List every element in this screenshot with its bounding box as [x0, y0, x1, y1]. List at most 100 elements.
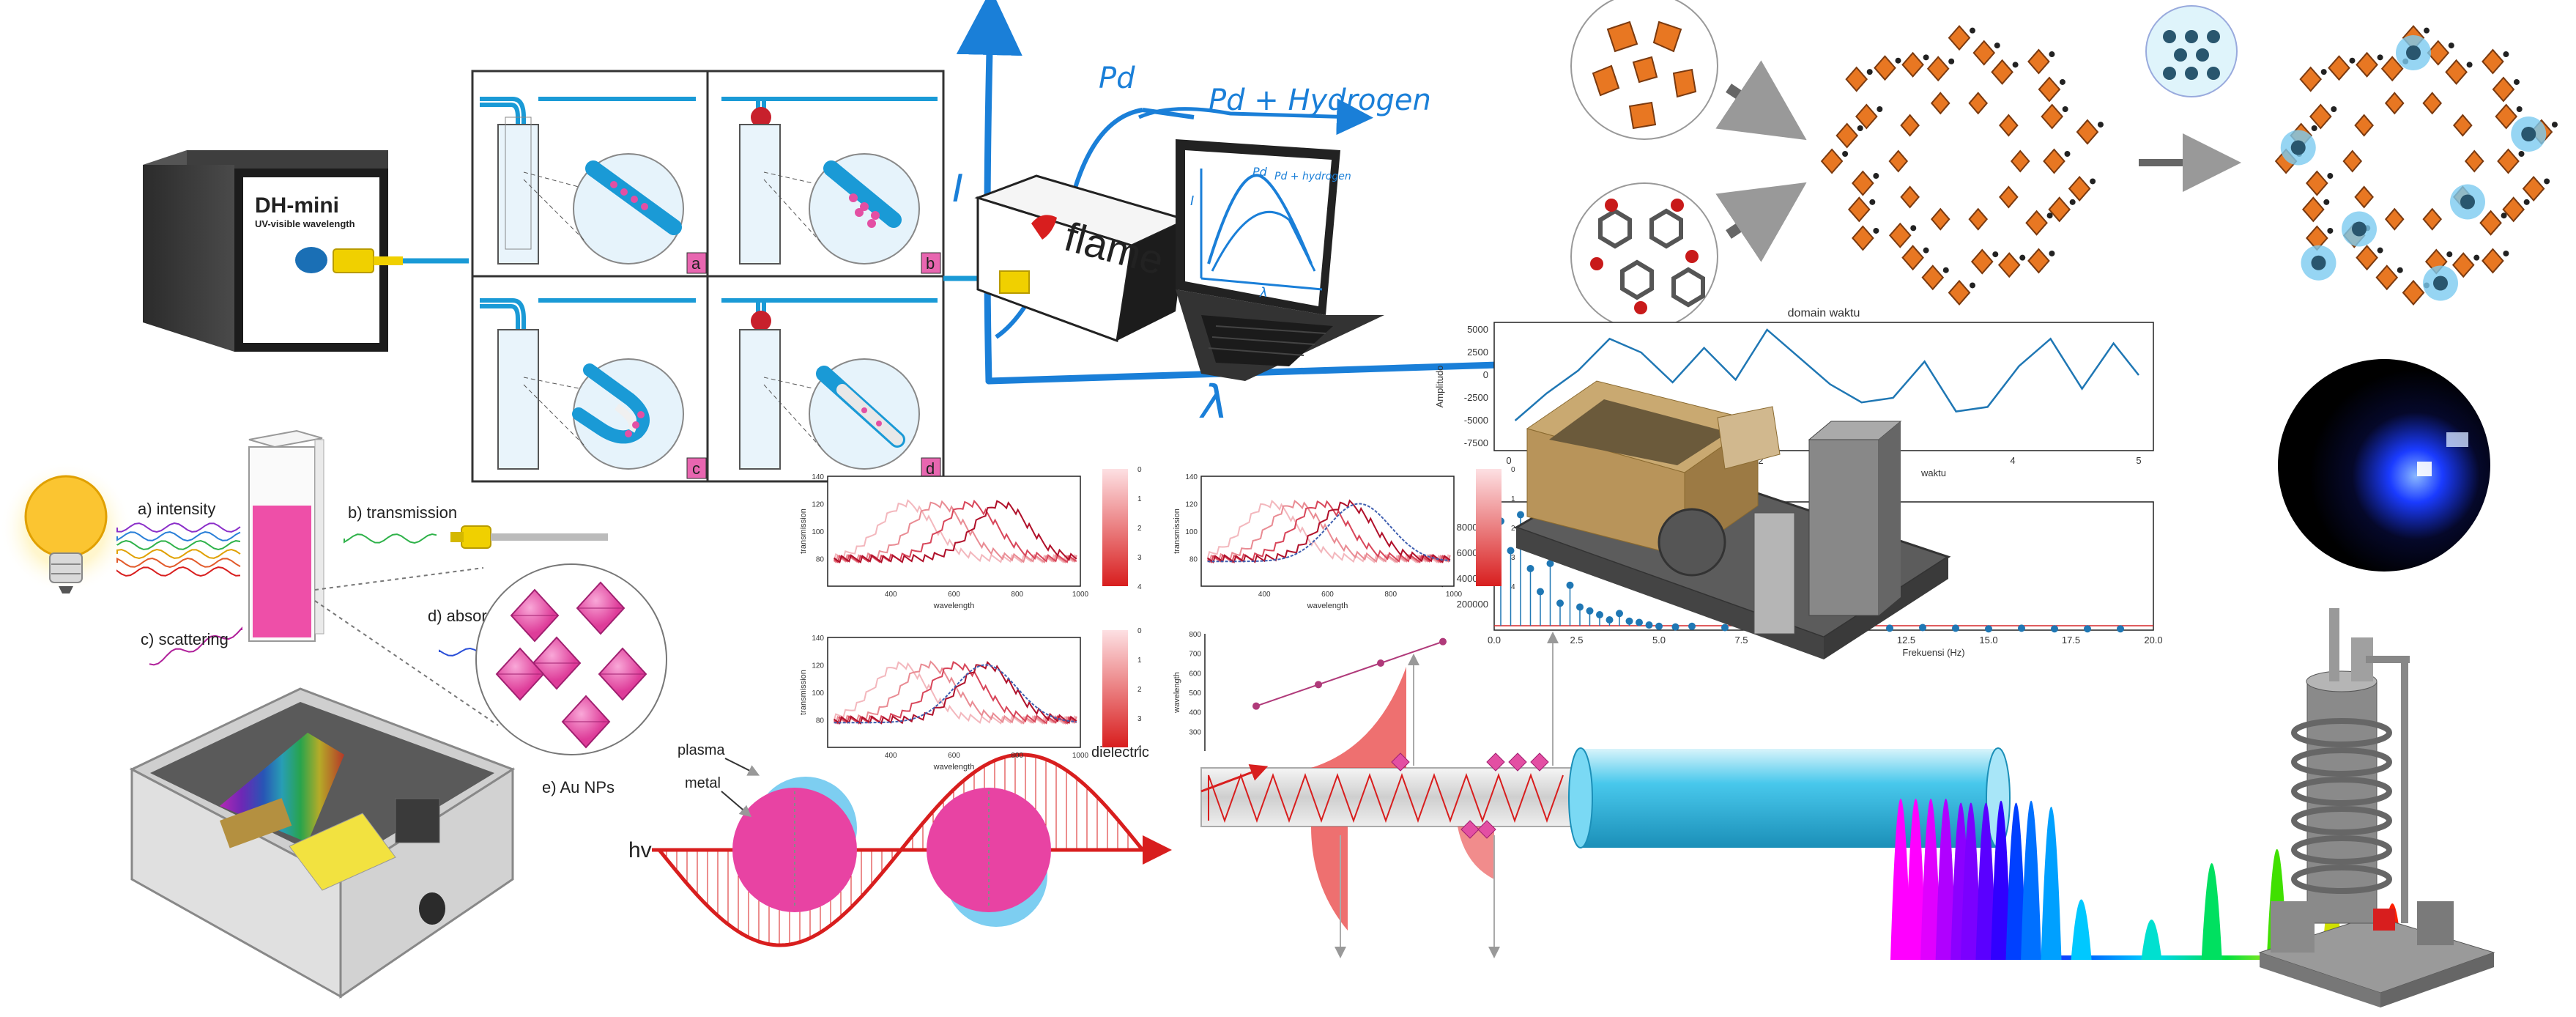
trans-chart-ytick: 140	[812, 635, 824, 643]
trapped-nanoparticle-core	[2433, 275, 2448, 291]
framework-linker	[1866, 69, 1873, 75]
peak-chart-ytick: 500	[1189, 689, 1201, 698]
freq-chart-marker	[1576, 603, 1584, 611]
framework-linker	[1992, 251, 1999, 258]
fiber-probe	[450, 525, 608, 549]
framework-node	[2479, 210, 2502, 236]
trans-chart-spectrum	[834, 661, 1077, 725]
framework-linker	[1877, 106, 1883, 112]
framework-node	[1900, 185, 1920, 209]
framework-node	[2309, 103, 2332, 130]
framework-linker	[1948, 58, 1955, 64]
time-chart-xtick: 2	[1758, 455, 1763, 466]
framework-linker	[2466, 62, 2473, 68]
framework-linker	[2503, 51, 2509, 58]
freq-chart-marker	[1517, 511, 1524, 519]
intensity-label: a) intensity	[138, 500, 215, 518]
peak-chart-ytick: 600	[1189, 670, 1201, 678]
led-glow-highlights	[2417, 432, 2468, 476]
framework-node	[2427, 40, 2450, 66]
trans-chart-spectrum	[1207, 499, 1451, 563]
handdrawn-y-label: I	[952, 167, 963, 211]
framework-linker	[2059, 78, 2065, 85]
framework-linker	[2513, 78, 2520, 85]
emission-line	[2071, 899, 2092, 960]
source-port-icon	[295, 247, 327, 273]
framework-node	[1997, 252, 2021, 278]
trans-chart-ytick: 80	[816, 717, 825, 725]
framework-linker	[2320, 69, 2327, 75]
time-chart-ytick: -2500	[1464, 392, 1488, 403]
emission-line	[2201, 863, 2222, 960]
trans-chart-ytick: 140	[812, 473, 824, 481]
framework-linker	[2090, 178, 2096, 185]
framework-node	[1999, 114, 2019, 137]
peak-chart-marker	[1315, 681, 1322, 689]
time-chart-title: domain waktu	[1788, 307, 1860, 319]
framework-linker	[2503, 250, 2509, 256]
trapped-nanoparticle-core	[2352, 221, 2367, 237]
framework-linker	[2523, 199, 2530, 205]
distillation-apparatus	[2258, 608, 2495, 1007]
freq-chart-xtick: 20.0	[2144, 635, 2162, 646]
framework-node	[1888, 222, 1912, 248]
framework-node	[2492, 76, 2515, 103]
trans-chart-colorbar-tick: 3	[1137, 715, 1142, 723]
framework-node	[2356, 51, 2378, 78]
framework-node	[2027, 48, 2050, 75]
framework-node	[2076, 119, 2099, 145]
dh-mini-light-source: DH-mini UV-visible wavelength	[143, 150, 403, 352]
framework-node	[2497, 148, 2520, 174]
trans-chart-xtick: 400	[885, 591, 897, 599]
framework-node	[2402, 279, 2425, 306]
freq-chart-xtick: 12.5	[1897, 635, 1915, 646]
framework-node	[1845, 66, 1868, 92]
trans-chart-colorbar-tick: 2	[1137, 686, 1142, 694]
time-chart-ytick: 0	[1483, 369, 1488, 380]
fiber-evanescent-diagram	[1200, 632, 1583, 958]
trans-chart-ytick: 100	[812, 528, 824, 536]
framework-node	[1901, 51, 1924, 78]
freq-chart-marker	[1586, 607, 1594, 615]
framework-node	[1852, 225, 1874, 251]
framework-node	[1930, 207, 1950, 231]
trapped-nanoparticle-core	[2521, 127, 2536, 141]
panel-c: c	[480, 298, 707, 479]
trapped-nanoparticle-core	[2460, 194, 2475, 210]
trans-chart-frame	[827, 476, 1081, 587]
freq-chart-marker	[2051, 625, 2058, 633]
framework-node	[2306, 170, 2328, 196]
flame-logo-icon	[1031, 215, 1057, 240]
framework-linker	[1873, 227, 1879, 234]
trans-chart-reference	[834, 664, 1077, 724]
peak-chart-ytick: 800	[1189, 631, 1201, 639]
framework-node	[2356, 245, 2378, 271]
framework-linker	[2349, 57, 2356, 64]
trans-chart-ytick: 100	[1185, 528, 1198, 536]
freq-chart-marker	[1886, 624, 1893, 632]
emission-line	[1890, 799, 1911, 960]
framework-linker	[2501, 212, 2507, 219]
framework-linker	[2516, 106, 2523, 112]
panel-b-label: b	[926, 254, 935, 273]
scattered-wave	[149, 626, 242, 666]
framework-node	[1930, 92, 1950, 115]
trans-chart-xtick: 800	[1011, 752, 1023, 760]
emission-line	[1975, 802, 1997, 960]
trans-chart-colorbar-tick: 2	[1137, 525, 1142, 533]
framework-linker	[1873, 173, 1879, 180]
framework-node	[2380, 56, 2404, 82]
freq-chart-marker	[1606, 616, 1614, 624]
framework-node	[2025, 210, 2048, 236]
trans-chart-colorbar-tick: 4	[1511, 583, 1515, 591]
freq-chart-marker	[1526, 565, 1534, 572]
plasma-label: plasma	[678, 742, 725, 758]
sensing-panels: a b c	[471, 70, 945, 483]
framework-linker	[2311, 125, 2317, 132]
peak-chart-ytick: 700	[1189, 651, 1201, 659]
framework-node	[1900, 114, 1920, 137]
framework-node	[2038, 76, 2061, 103]
framework-linker	[2049, 250, 2055, 256]
handdrawn-x-label: λ	[1199, 375, 1228, 429]
curve-pd-label: Pd	[1099, 62, 1135, 95]
